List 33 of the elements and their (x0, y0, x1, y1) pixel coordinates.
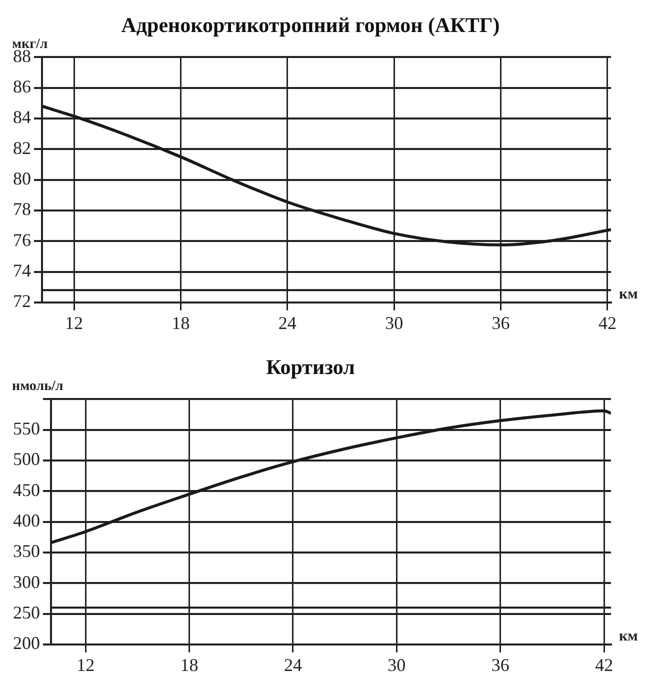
x-tick-label: 42 (595, 654, 614, 675)
chart-title: Адренокортикотропний гормон (АКТГ) (121, 13, 500, 38)
x-tick-label: 30 (385, 312, 404, 333)
y-tick-label: 400 (13, 510, 40, 531)
y-tick-label: 550 (13, 418, 40, 439)
x-axis-title: км (619, 286, 638, 302)
y-tick-label: 86 (13, 76, 31, 97)
y-tick-label: 450 (13, 480, 40, 500)
x-tick-label: 24 (278, 312, 296, 333)
chart-title: Кортизол (266, 355, 356, 380)
x-tick-label: 18 (172, 312, 190, 333)
x-tick-label: 42 (598, 312, 616, 333)
x-axis-title: км (619, 628, 638, 644)
x-tick-label: 36 (491, 654, 510, 675)
y-axis-title: нмоль/л (12, 378, 64, 394)
y-tick-label: 200 (13, 633, 40, 654)
x-tick-label: 24 (284, 654, 302, 675)
x-tick-label: 36 (492, 312, 510, 333)
y-tick-label: 80 (13, 168, 31, 189)
x-tick-label: 12 (65, 312, 84, 333)
y-tick-label: 500 (13, 449, 40, 470)
y-tick-label: 350 (13, 541, 40, 562)
y-tick-label: 250 (13, 602, 40, 622)
y-tick-label: 84 (13, 107, 31, 128)
x-tick-label: 30 (388, 654, 406, 675)
x-tick-label: 18 (180, 654, 198, 675)
y-tick-label: 72 (13, 291, 31, 312)
x-tick-label: 12 (76, 654, 95, 675)
y-tick-label: 82 (13, 138, 31, 158)
y-tick-label: 300 (13, 572, 40, 592)
y-tick-label: 76 (13, 230, 31, 250)
y-tick-label: 74 (13, 260, 31, 280)
y-tick-label: 78 (13, 199, 31, 220)
